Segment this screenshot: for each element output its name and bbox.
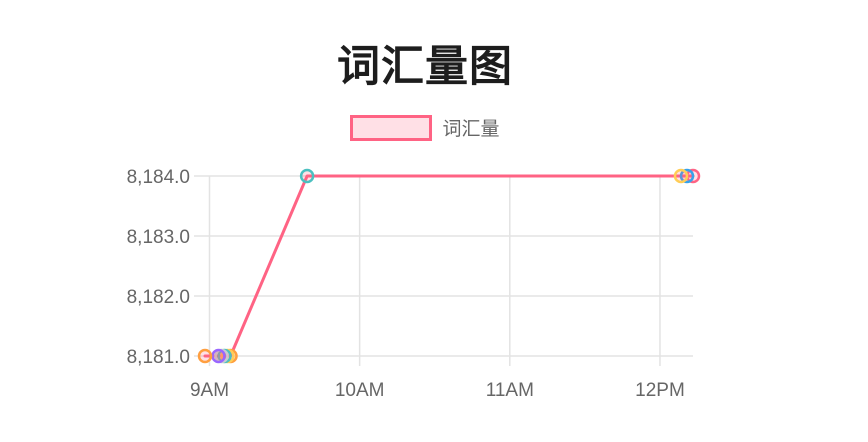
y-axis-tick-label: 8,182.0 [127, 287, 190, 308]
legend-label: 词汇量 [442, 119, 500, 141]
data-point-purple[interactable] [211, 348, 226, 364]
x-axis-tick-label: 11AM [486, 380, 534, 401]
x-axis-tick-label: 12PM [635, 380, 685, 401]
legend-item-vocabulary[interactable]: 词汇量 [0, 114, 850, 141]
y-axis-tick-label: 8,181.0 [127, 347, 190, 368]
y-axis-tick-label: 8,184.0 [127, 167, 190, 188]
legend-color-box [350, 114, 433, 141]
x-axis-tick-label: 10AM [335, 380, 385, 401]
data-point-orange[interactable] [197, 348, 213, 364]
data-point-yellow[interactable] [673, 168, 689, 184]
series-line [203, 174, 695, 358]
chart-header: 词汇量图 词汇量 [0, 0, 850, 141]
data-point-teal[interactable] [299, 168, 315, 184]
y-axis-tick-label: 8,183.0 [127, 227, 190, 248]
chart-title: 词汇量图 [337, 43, 513, 91]
x-axis-tick-label: 9AM [190, 380, 229, 401]
